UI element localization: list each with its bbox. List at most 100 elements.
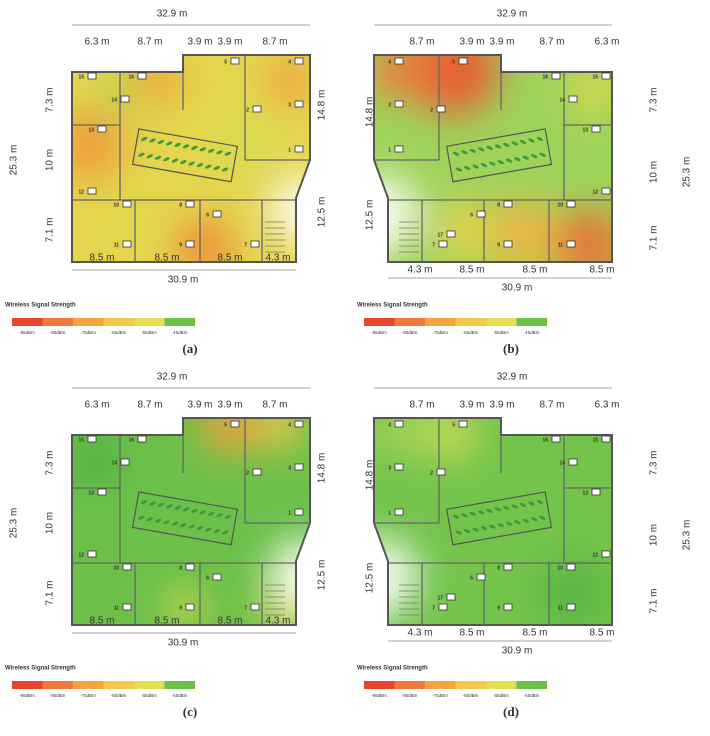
- device-label: 14: [559, 460, 565, 466]
- legend-swatch: [516, 681, 547, 689]
- laptop-icon: [458, 420, 468, 428]
- laptop-icon: [438, 603, 448, 611]
- device-label: 15: [592, 437, 598, 443]
- dimension-label: 32.9 m: [157, 9, 188, 20]
- legend-swatch: [73, 681, 104, 689]
- dimension-label: 3.9 m: [459, 400, 484, 411]
- plant: [157, 502, 165, 507]
- laptop-icon: [394, 100, 404, 108]
- dimension-label: 4.3 m: [407, 265, 432, 276]
- plant: [205, 164, 212, 169]
- plant: [174, 142, 181, 147]
- heat-spot: [374, 55, 429, 100]
- laptop-icon: [212, 573, 222, 581]
- device-label: 2: [246, 470, 249, 476]
- plant: [188, 161, 195, 166]
- legend-label: -55dBm: [141, 330, 157, 335]
- device-label: 8: [179, 565, 182, 571]
- legend-label: -95dBm: [19, 693, 35, 698]
- dimension-label: 25.3 m: [9, 145, 20, 176]
- dimension-label: 12.5 m: [365, 200, 376, 231]
- dimension-label: 8.5 m: [154, 253, 179, 264]
- device-label: 11: [114, 242, 120, 248]
- dimension-label: 10 m: [649, 524, 660, 546]
- floor-plan: [71, 417, 311, 626]
- plant: [191, 508, 198, 513]
- device-label: 10: [557, 565, 563, 571]
- dimension-label: 8.5 m: [154, 616, 179, 627]
- plant: [196, 526, 204, 531]
- device-label: 4: [388, 422, 391, 428]
- plant: [536, 500, 544, 505]
- laptop-icon: [250, 603, 260, 611]
- caption: (d): [503, 704, 519, 719]
- dimension-label: 14.8 m: [365, 460, 376, 491]
- laptop-icon: [122, 240, 132, 248]
- device-label: 11: [558, 242, 564, 248]
- legend-swatch: [12, 681, 43, 689]
- legend-swatch: [164, 318, 195, 326]
- legend-label: -95dBm: [371, 693, 387, 698]
- legend-label: -45dBm: [524, 693, 540, 698]
- laptop-icon: [294, 145, 304, 153]
- plant: [461, 150, 468, 155]
- laptop-icon: [87, 550, 97, 558]
- floor-plan: [373, 54, 613, 263]
- plant: [207, 148, 215, 153]
- plant: [191, 145, 198, 150]
- device-label: 14: [111, 97, 117, 103]
- legend-label: -65dBm: [111, 330, 127, 335]
- device-label: 15: [78, 437, 84, 443]
- device-label: 5: [452, 422, 455, 428]
- plant: [511, 504, 518, 509]
- device-label: 2: [246, 107, 249, 113]
- legend-label: -75dBm: [432, 693, 448, 698]
- laptop-icon: [185, 563, 195, 571]
- dimension-label: 8.5 m: [217, 616, 242, 627]
- device-label: 5: [224, 422, 227, 428]
- dimension-label: 8.5 m: [589, 628, 614, 639]
- laptop-icon: [87, 435, 97, 443]
- plant: [138, 515, 145, 520]
- legend-label: -95dBm: [371, 330, 387, 335]
- plant: [472, 527, 479, 532]
- laptop-icon: [446, 230, 456, 238]
- device-label: 2: [430, 107, 433, 113]
- courtyard-outline: [445, 128, 553, 183]
- laptop-icon: [97, 125, 107, 133]
- plant: [216, 513, 223, 518]
- device-label: 13: [88, 490, 94, 496]
- dimension-label: 3.9 m: [217, 37, 242, 48]
- legend-label: -75dBm: [432, 330, 448, 335]
- device-label: 8: [497, 202, 500, 208]
- heat-spot: [270, 175, 310, 245]
- laptop-icon: [230, 57, 240, 65]
- plant: [221, 167, 229, 172]
- laptop-icon: [566, 200, 576, 208]
- heat-spot: [409, 55, 499, 115]
- plant: [188, 524, 195, 529]
- dimension-label: 30.9 m: [168, 275, 199, 286]
- dimension-label: 7.1 m: [649, 225, 660, 250]
- legend-swatch: [425, 318, 456, 326]
- laptop-icon: [185, 200, 195, 208]
- plant: [166, 141, 173, 146]
- legend-swatch: [486, 681, 517, 689]
- laptop-icon: [230, 420, 240, 428]
- plant: [477, 147, 485, 152]
- device-label: 12: [78, 552, 84, 558]
- device-label: 3: [288, 465, 291, 471]
- laptop-icon: [503, 603, 513, 611]
- plant: [182, 144, 190, 149]
- device-label: 13: [582, 490, 588, 496]
- heat-spot: [539, 558, 609, 625]
- legend-label: -55dBm: [493, 693, 509, 698]
- dimension-label: 8.7 m: [409, 37, 434, 48]
- laptop-icon: [185, 603, 195, 611]
- device-label: 15: [78, 74, 84, 80]
- heat-spot: [270, 538, 310, 608]
- device-label: 1: [288, 510, 291, 516]
- caption: (b): [503, 341, 519, 356]
- plant: [213, 529, 220, 534]
- plant: [455, 167, 463, 172]
